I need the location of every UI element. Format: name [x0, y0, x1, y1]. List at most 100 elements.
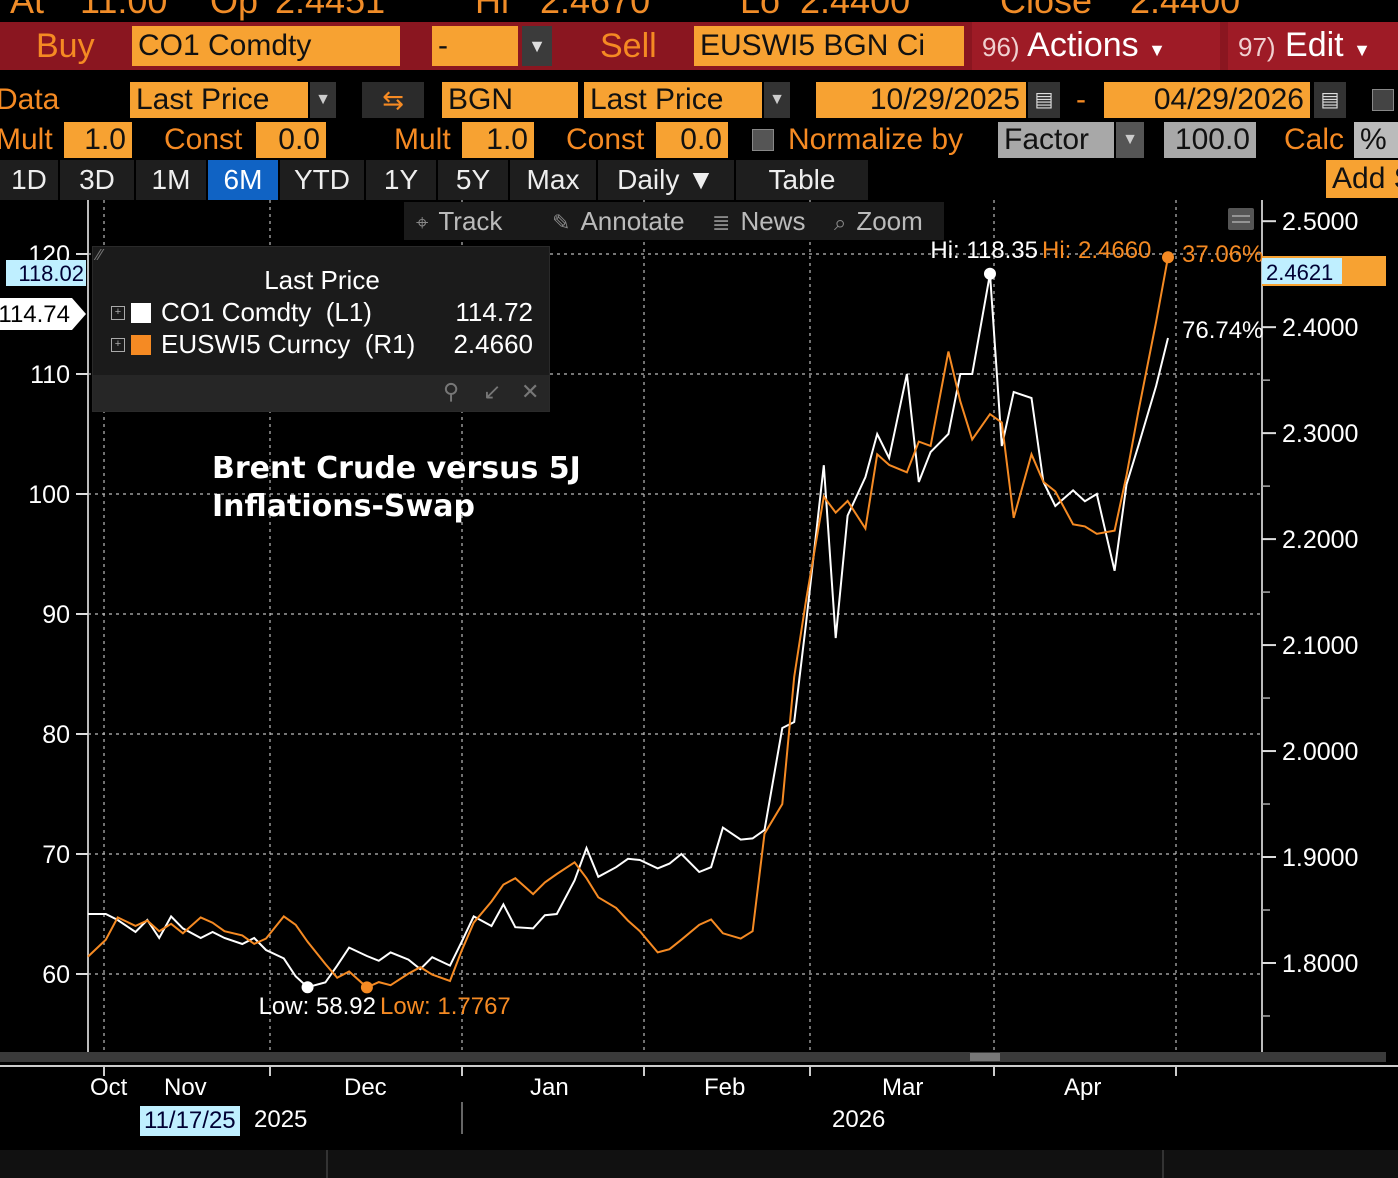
x-scrollbar [0, 1052, 1386, 1062]
x-month-label: Nov [164, 1074, 207, 1101]
x-month-label: Dec [344, 1074, 387, 1101]
source-field[interactable]: BGN [442, 82, 578, 118]
right-tick-label: 1.9000 [1282, 844, 1358, 872]
swap-series-button[interactable]: ⇆ [362, 82, 424, 118]
factor-field[interactable]: 100.0 [1164, 122, 1256, 158]
tab-1d[interactable]: 1D [0, 160, 60, 200]
tab-6m[interactable]: 6M [208, 160, 280, 200]
track-button[interactable]: ⌖ Track [416, 202, 502, 240]
const-right-field[interactable]: 0.0 [656, 122, 728, 158]
tab-3d[interactable]: 3D [60, 160, 136, 200]
right-field-select[interactable]: Last Price [584, 82, 762, 118]
annotation-line-2: Inflations-Swap [212, 489, 475, 524]
legend-title: Last Price [264, 265, 380, 295]
news-button[interactable]: ≣ News [712, 202, 805, 240]
chart-annotation[interactable]: Brent Crude versus 5J Inflations-Swap [212, 450, 581, 526]
close-icon[interactable]: ✕ [521, 379, 540, 404]
legend-item-axis: (R1) [364, 329, 416, 359]
buy-label: Buy [36, 27, 95, 65]
tab-daily[interactable]: Daily ▼ [598, 160, 736, 200]
tab-1m[interactable]: 1M [136, 160, 208, 200]
tab-ytd[interactable]: YTD [280, 160, 366, 200]
right-tag-value-bg [1262, 258, 1342, 284]
resize-grip-icon[interactable]: ⁄⁄ [97, 247, 103, 264]
buy-option-dropdown[interactable]: ▼ [522, 26, 552, 66]
zoom-button[interactable]: ⌕ Zoom [834, 202, 923, 240]
legend-item-name: EUSWI5 Curncy [161, 329, 351, 359]
settings-checkbox[interactable] [1372, 89, 1394, 111]
calendar-icon[interactable]: ▤ [1028, 82, 1060, 118]
extreme-marker [360, 981, 373, 994]
left-field-dropdown[interactable]: ▼ [310, 82, 336, 118]
legend-item-euswi5[interactable]: + EUSWI5 Curncy (R1) [111, 329, 415, 360]
buy-option-field[interactable]: - [432, 26, 518, 66]
mult-label-left: Mult [0, 123, 53, 156]
normalize-dropdown[interactable]: ▼ [1116, 122, 1144, 158]
left-tick-label: 60 [42, 961, 70, 989]
x-month-label: Feb [704, 1074, 746, 1101]
edit-button[interactable]: 97) Edit ▼ [1228, 22, 1398, 70]
command-bar: Buy CO1 Comdty - ▼ Sell EUSWI5 BGN Ci 96… [0, 22, 1398, 70]
right-tick-label: 2.1000 [1282, 632, 1358, 660]
year-divider [461, 1102, 463, 1134]
const-left-field[interactable]: 0.0 [256, 122, 326, 158]
zoom-label: Zoom [856, 206, 923, 236]
right-tick-label: 2.3000 [1282, 420, 1358, 448]
edit-number: 97) [1238, 32, 1276, 62]
data-settings-row: Data Last Price ▼ ⇆ BGN Last Price ▼ 10/… [0, 80, 1398, 120]
x-month-label: Apr [1064, 1074, 1102, 1101]
calendar-icon[interactable]: ▤ [1314, 82, 1346, 118]
mult-right-field[interactable]: 1.0 [462, 122, 534, 158]
right-field-dropdown[interactable]: ▼ [764, 82, 790, 118]
date-separator: - [1076, 83, 1086, 116]
chart-area[interactable]: 607080901001101201.80001.90002.00002.100… [0, 200, 1398, 1150]
ticker-open-value: 2.4451 [275, 0, 386, 21]
extreme-marker [301, 981, 314, 994]
annotate-label: Annotate [580, 206, 685, 236]
legend-item-co1[interactable]: + CO1 Comdty (L1) [111, 297, 372, 328]
expand-icon[interactable]: + [111, 306, 125, 320]
left-field-select[interactable]: Last Price [130, 82, 308, 118]
x-month-label: Jan [530, 1074, 569, 1101]
tab-5y[interactable]: 5Y [438, 160, 510, 200]
legend-swatch [131, 303, 151, 323]
mult-left-field[interactable]: 1.0 [64, 122, 132, 158]
series-line [87, 257, 1169, 989]
ticker-last-label: At [10, 0, 45, 21]
mult-settings-row: Mult 1.0 Const 0.0 Mult 1.0 Const 0.0 No… [0, 120, 1398, 160]
normalize-select[interactable]: Factor [998, 122, 1114, 158]
magnifier-icon: ⌕ [834, 210, 847, 235]
swap-arrows-icon: ⇆ [382, 85, 404, 115]
annotate-button[interactable]: ✎ Annotate [552, 202, 685, 240]
chevron-down-icon: ▼ [769, 91, 785, 108]
co1-low-label: Low: 58.92 [259, 993, 376, 1020]
legend-swatch [131, 335, 151, 355]
normalize-checkbox[interactable] [752, 129, 774, 151]
status-bar [0, 1150, 1398, 1178]
tab-table[interactable]: Table [736, 160, 870, 200]
pin-icon[interactable]: ⚲ [443, 379, 460, 404]
collapse-icon[interactable]: ↙ [483, 379, 502, 404]
track-label: Track [438, 206, 503, 236]
chart-toolbar: ⌖ Track ✎ Annotate ≣ News ⌕ Zoom [404, 202, 944, 240]
sell-security-field[interactable]: EUSWI5 BGN Ci [694, 26, 964, 66]
data-label: Data [0, 83, 60, 116]
end-date-field[interactable]: 04/29/2026 [1104, 82, 1310, 118]
tab-max[interactable]: Max [510, 160, 598, 200]
scroll-thumb [970, 1053, 1000, 1061]
euswi5-pct-label: 37.06% [1182, 241, 1263, 268]
left-tag-upper: 118.02 [18, 261, 84, 286]
range-tabs: 1D 3D 1M 6M YTD 1Y 5Y Max Daily ▼ Table … [0, 160, 1398, 200]
tab-1y[interactable]: 1Y [366, 160, 438, 200]
start-date-field[interactable]: 10/29/2025 [816, 82, 1026, 118]
legend-item-name: CO1 Comdty [161, 297, 312, 327]
calc-field[interactable]: % [1354, 122, 1398, 158]
buy-security-field[interactable]: CO1 Comdty [132, 26, 400, 66]
add-security-button[interactable]: Add S [1326, 160, 1398, 198]
actions-button[interactable]: 96) Actions ▼ [972, 22, 1220, 70]
legend-panel[interactable]: ⁄⁄ Last Price + CO1 Comdty (L1) 114.72 + E… [92, 246, 550, 412]
expand-icon[interactable]: + [111, 338, 125, 352]
right-tick-label: 2.2000 [1282, 526, 1358, 554]
ticker-high-value: 2.4670 [540, 0, 651, 21]
news-icon: ≣ [712, 210, 731, 235]
